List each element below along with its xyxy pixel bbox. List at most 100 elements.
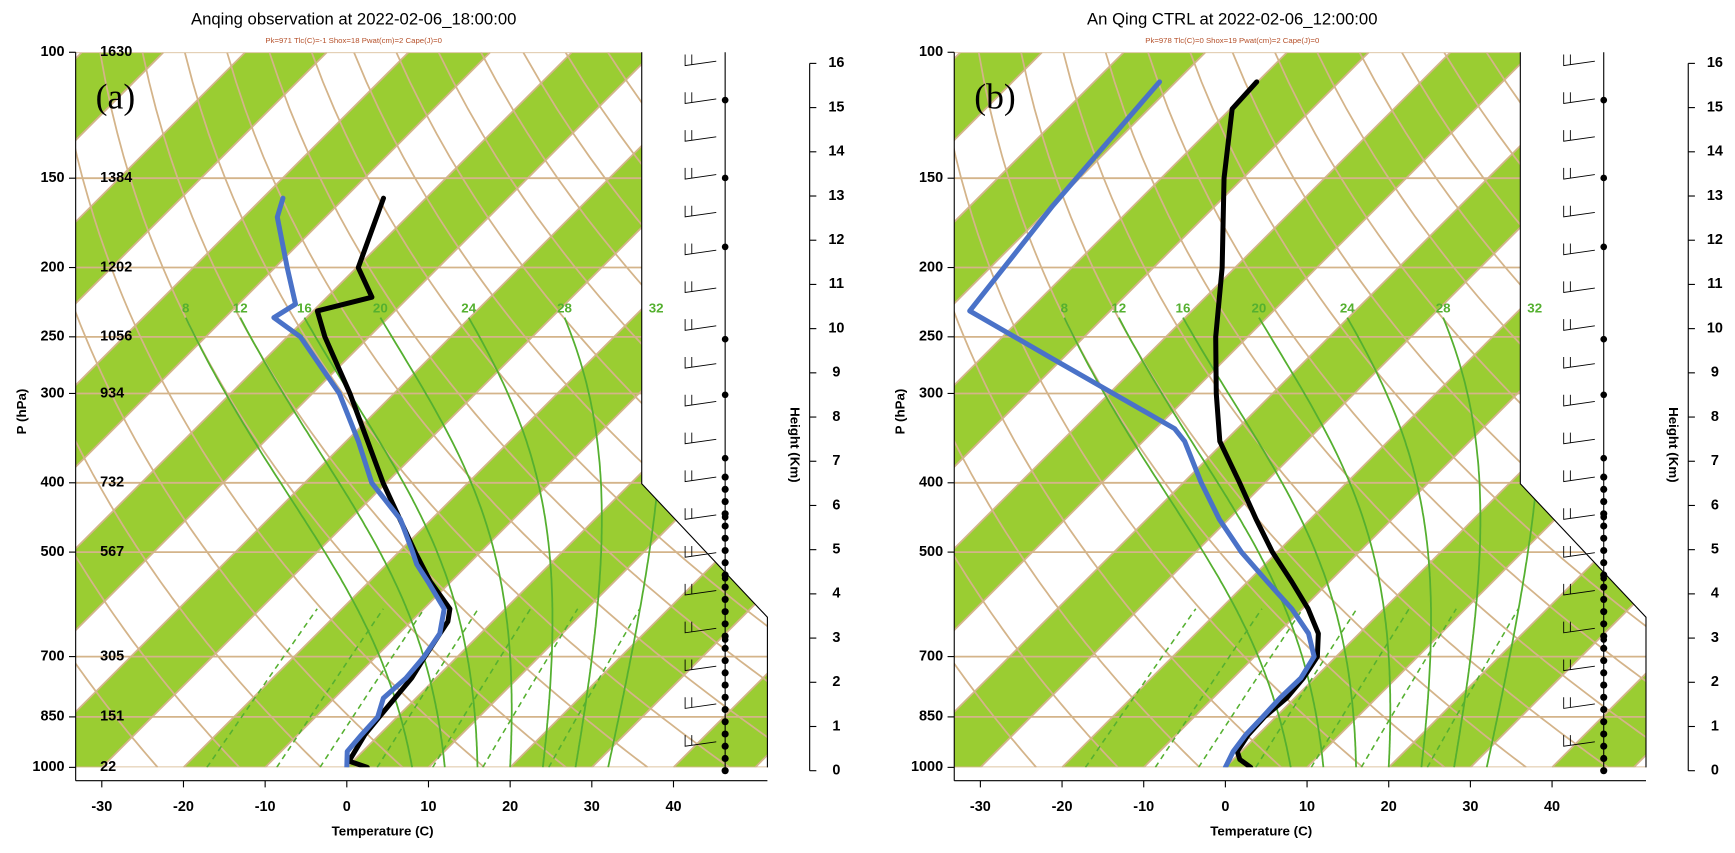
wind-barb (1563, 508, 1595, 520)
wind-barb (684, 319, 717, 331)
dry-adiabat (226, 52, 768, 768)
isotherm-band (75, 52, 491, 768)
y2-tick-label: 8 (832, 409, 840, 425)
x-tick-label: 30 (1462, 799, 1478, 815)
wind-dot (721, 669, 729, 677)
isotherm-band (75, 52, 327, 768)
dry-adiabat (183, 52, 730, 768)
y-tick-label: 250 (40, 329, 64, 345)
wind-dot (721, 559, 729, 567)
mixing-ratio-line (1310, 608, 1410, 768)
mixing-ratio-line (1360, 608, 1457, 768)
wind-barb (684, 92, 717, 104)
y2-tick-label: 5 (1711, 541, 1719, 557)
wind-dot (721, 473, 729, 481)
mixing-ratio-line (482, 608, 579, 768)
moist-adiabat (303, 317, 479, 768)
isotherm-band (183, 52, 768, 768)
wind-barb (684, 54, 717, 67)
isotherm (75, 52, 328, 768)
dry-adiabat (353, 52, 768, 768)
x-tick-label: 20 (1381, 799, 1397, 815)
moist-adiabat-label: 28 (557, 300, 572, 315)
wind-barb (1563, 697, 1595, 709)
x-axis-label: Temperature (C) (332, 823, 434, 838)
wind-dot (1600, 391, 1608, 399)
x-tick-label: 0 (343, 799, 351, 815)
wind-barb (1563, 583, 1595, 596)
wind-barb (1563, 243, 1595, 256)
wind-dot (721, 595, 729, 603)
moist-adiabat (1118, 317, 1325, 768)
dry-adiabat (1062, 52, 1609, 768)
isotherm (954, 52, 1207, 768)
y-tick-label: 300 (40, 385, 64, 401)
isotherm (954, 52, 1615, 768)
y2-tick-label: 12 (828, 232, 844, 248)
wind-dot (1600, 574, 1608, 582)
wind-barb (684, 281, 717, 294)
x-axis-label: Temperature (C) (1210, 823, 1312, 838)
mixing-ratio-line (276, 608, 384, 768)
isotherm (75, 52, 246, 768)
wind-dot (721, 574, 729, 582)
wind-dot (1600, 718, 1608, 726)
wind-dot (721, 522, 729, 530)
moist-adiabat (1182, 317, 1357, 768)
x-tick-label: -10 (1133, 799, 1154, 815)
y2-tick-label: 14 (828, 144, 844, 160)
dry-adiabat (1316, 52, 1646, 768)
wind-dot (721, 174, 729, 182)
mixing-ratio-line (1426, 608, 1519, 768)
wind-dot (721, 705, 729, 714)
wind-dot (721, 644, 729, 652)
isotherm (75, 52, 573, 768)
moist-adiabat-label: 32 (1527, 300, 1542, 315)
x-tick-label: 40 (1544, 799, 1560, 815)
y-tick-label: 500 (40, 544, 64, 560)
wind-dot (721, 546, 729, 555)
moist-adiabat (467, 317, 554, 768)
wind-barb (684, 546, 717, 558)
wind-dot (1600, 767, 1608, 775)
wind-barb (1563, 205, 1595, 218)
wind-barb (684, 130, 717, 142)
mixing-ratio-line (548, 608, 641, 768)
wind-barb (684, 470, 717, 483)
wind-dot (1600, 693, 1608, 701)
y2-tick-label: 13 (1707, 188, 1723, 204)
plot-border (641, 52, 768, 768)
wind-dot (721, 620, 729, 628)
wind-dot (1600, 681, 1608, 689)
moist-adiabat (563, 317, 603, 768)
y2-tick-label: 7 (1711, 453, 1719, 469)
wind-barb (1563, 54, 1595, 67)
background (954, 52, 1646, 768)
wind-dot (721, 454, 729, 462)
wind-dot (1600, 636, 1608, 643)
wind-barb (684, 167, 717, 180)
wind-dot (1600, 454, 1608, 462)
mixing-ratio-line (1255, 608, 1358, 768)
wind-dot (1600, 534, 1608, 542)
y-tick-label: 400 (919, 475, 943, 491)
y2-tick-label: 9 (832, 365, 840, 381)
x-tick-label: -30 (970, 799, 991, 815)
moist-adiabat-label: 8 (182, 300, 189, 315)
mixing-ratio-line (431, 608, 532, 768)
isotherm-band (1388, 52, 1646, 768)
wind-barb (684, 356, 717, 369)
y2-tick-label: 9 (1711, 365, 1719, 381)
wind-dot (1600, 730, 1608, 738)
isotherm (954, 52, 1125, 768)
isotherm (1061, 52, 1646, 768)
height-label: 151 (100, 709, 124, 725)
dry-adiabat (1274, 52, 1646, 768)
y2-tick-label: 11 (1707, 276, 1722, 292)
y-tick-label: 1000 (911, 759, 943, 775)
wind-dot (721, 608, 729, 616)
isotherm-band (1062, 52, 1646, 768)
dry-adiabat (1147, 52, 1646, 768)
dry-adiabat (954, 52, 1037, 768)
dry-adiabat (437, 52, 768, 768)
